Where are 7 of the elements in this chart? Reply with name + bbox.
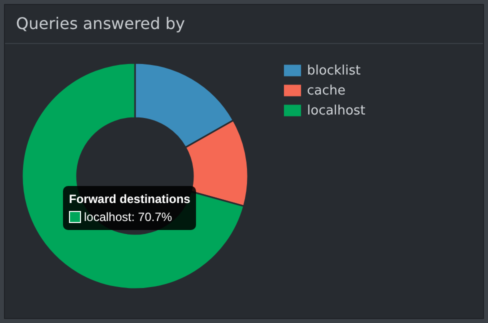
- legend-label: blocklist: [307, 64, 361, 78]
- donut-slice: [21, 62, 245, 290]
- chart-title: Queries answered by: [5, 5, 483, 44]
- legend-label: cache: [307, 84, 346, 98]
- text: localhost: 70.7%: [83, 210, 174, 224]
- text: Forward destinations: [69, 192, 190, 206]
- legend-label: localhost: [307, 104, 366, 118]
